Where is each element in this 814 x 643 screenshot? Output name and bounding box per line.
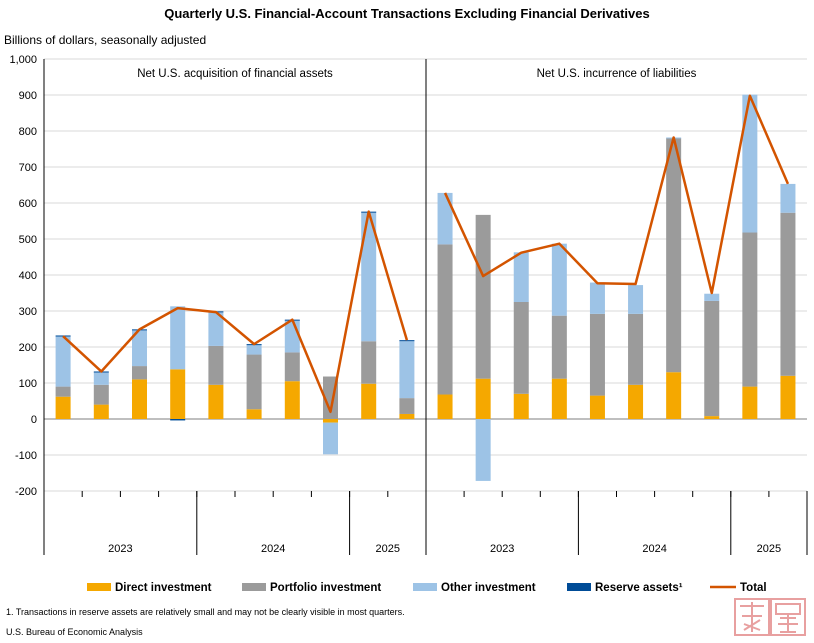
bar-segment <box>132 366 147 380</box>
bar-segment <box>437 192 453 245</box>
bar-segment <box>284 352 300 382</box>
bar-segment <box>589 313 605 396</box>
bar-segment <box>323 422 338 455</box>
legend-label: Portfolio investment <box>270 582 381 594</box>
bar-segment <box>361 341 377 384</box>
legend-swatch <box>87 583 111 591</box>
bar-segment <box>323 419 338 423</box>
bar-segment <box>513 302 529 394</box>
chart-title: Quarterly U.S. Financial-Account Transac… <box>164 6 650 21</box>
bar-segment <box>55 396 71 419</box>
y-tick-label: 600 <box>19 198 37 210</box>
bar-segment <box>399 340 415 399</box>
bar-segment <box>55 336 71 387</box>
y-axis-units-label: Billions of dollars, seasonally adjusted <box>4 33 207 47</box>
y-tick-label: 500 <box>19 234 37 246</box>
bar-segment <box>361 383 377 419</box>
bar-segment <box>132 330 147 367</box>
total-line <box>62 210 409 414</box>
x-year-label: 2025 <box>757 543 781 555</box>
legend-label: Total <box>740 582 767 594</box>
bar-segment <box>208 384 224 419</box>
bar-segment <box>55 335 71 337</box>
legend-label: Reserve assets¹ <box>595 582 683 594</box>
bar-segment <box>704 300 720 417</box>
bar-segment <box>589 282 605 314</box>
x-year-label: 2023 <box>490 543 514 555</box>
bar-segment <box>551 378 567 419</box>
y-tick-label: 200 <box>19 342 37 354</box>
bar-segment <box>284 320 300 353</box>
bar-segment <box>666 372 682 419</box>
panel-label: Net U.S. incurrence of liabilities <box>537 68 697 80</box>
bar-segment <box>513 252 529 302</box>
bar-segment <box>246 344 262 355</box>
bar-segment <box>55 386 71 397</box>
financial-account-chart: -200 -100 0 100 200 300 400 500 600 700 800 900 1,00… <box>9 54 808 594</box>
bar-segment <box>93 404 109 419</box>
y-tick-label: 1,000 <box>9 54 37 66</box>
x-year-label: 2025 <box>376 543 400 555</box>
y-tick-label: -100 <box>15 450 37 462</box>
y-tick-label: 0 <box>31 414 37 426</box>
y-tick-label: -200 <box>15 486 37 498</box>
bar-segment <box>704 416 720 419</box>
source-note: U.S. Bureau of Economic Analysis <box>6 627 143 637</box>
bar-segment <box>93 371 109 385</box>
bar-segment <box>666 138 682 373</box>
bar-segment <box>475 419 491 481</box>
bar-segment <box>742 386 758 419</box>
bar-segment <box>742 232 758 387</box>
bar-segment <box>742 94 758 233</box>
y-tick-label: 700 <box>19 162 37 174</box>
bar-segment <box>246 409 262 419</box>
bar-segment <box>437 244 453 395</box>
bar-segment <box>208 311 224 346</box>
x-year-label: 2023 <box>108 543 132 555</box>
bar-segment <box>589 395 605 419</box>
bar-segment <box>361 212 377 342</box>
bar-segment <box>284 381 300 419</box>
bar-segment <box>780 212 796 376</box>
bar-segment <box>399 398 415 414</box>
bar-segment <box>170 306 186 370</box>
y-tick-label: 900 <box>19 90 37 102</box>
x-year-label: 2024 <box>261 543 285 555</box>
bar-segment <box>475 214 491 379</box>
legend-label: Other investment <box>441 582 536 594</box>
legend-label: Direct investment <box>115 582 212 594</box>
legend-swatch <box>413 583 437 591</box>
bar-segment <box>628 313 644 385</box>
bar-segment <box>551 315 567 379</box>
total-line <box>443 94 790 295</box>
y-tick-label: 800 <box>19 126 37 138</box>
y-tick-label: 300 <box>19 306 37 318</box>
bar-segment <box>475 378 491 419</box>
bar-segment <box>704 293 720 301</box>
bar-segment <box>551 243 567 316</box>
bar-segment <box>628 285 644 314</box>
panel-label: Net U.S. acquisition of financial assets <box>137 68 333 80</box>
bar-segment <box>170 419 186 421</box>
bar-segment <box>780 375 796 419</box>
bar-segment <box>437 394 453 419</box>
legend-swatch <box>567 583 591 591</box>
bar-segment <box>93 384 109 405</box>
watermark-logo <box>734 598 806 636</box>
bar-segment <box>208 345 224 385</box>
x-year-label: 2024 <box>642 543 666 555</box>
footnote: 1. Transactions in reserve assets are re… <box>6 607 405 617</box>
bar-segment <box>513 393 529 419</box>
bar-segment <box>132 379 147 419</box>
bar-segment <box>780 183 796 213</box>
bar-segment <box>399 413 415 419</box>
bar-segment <box>246 354 262 410</box>
y-tick-label: 100 <box>19 378 37 390</box>
bar-segment <box>628 384 644 419</box>
y-tick-label: 400 <box>19 270 37 282</box>
legend-swatch <box>242 583 266 591</box>
bar-segment <box>399 340 415 342</box>
bar-segment <box>170 369 186 419</box>
